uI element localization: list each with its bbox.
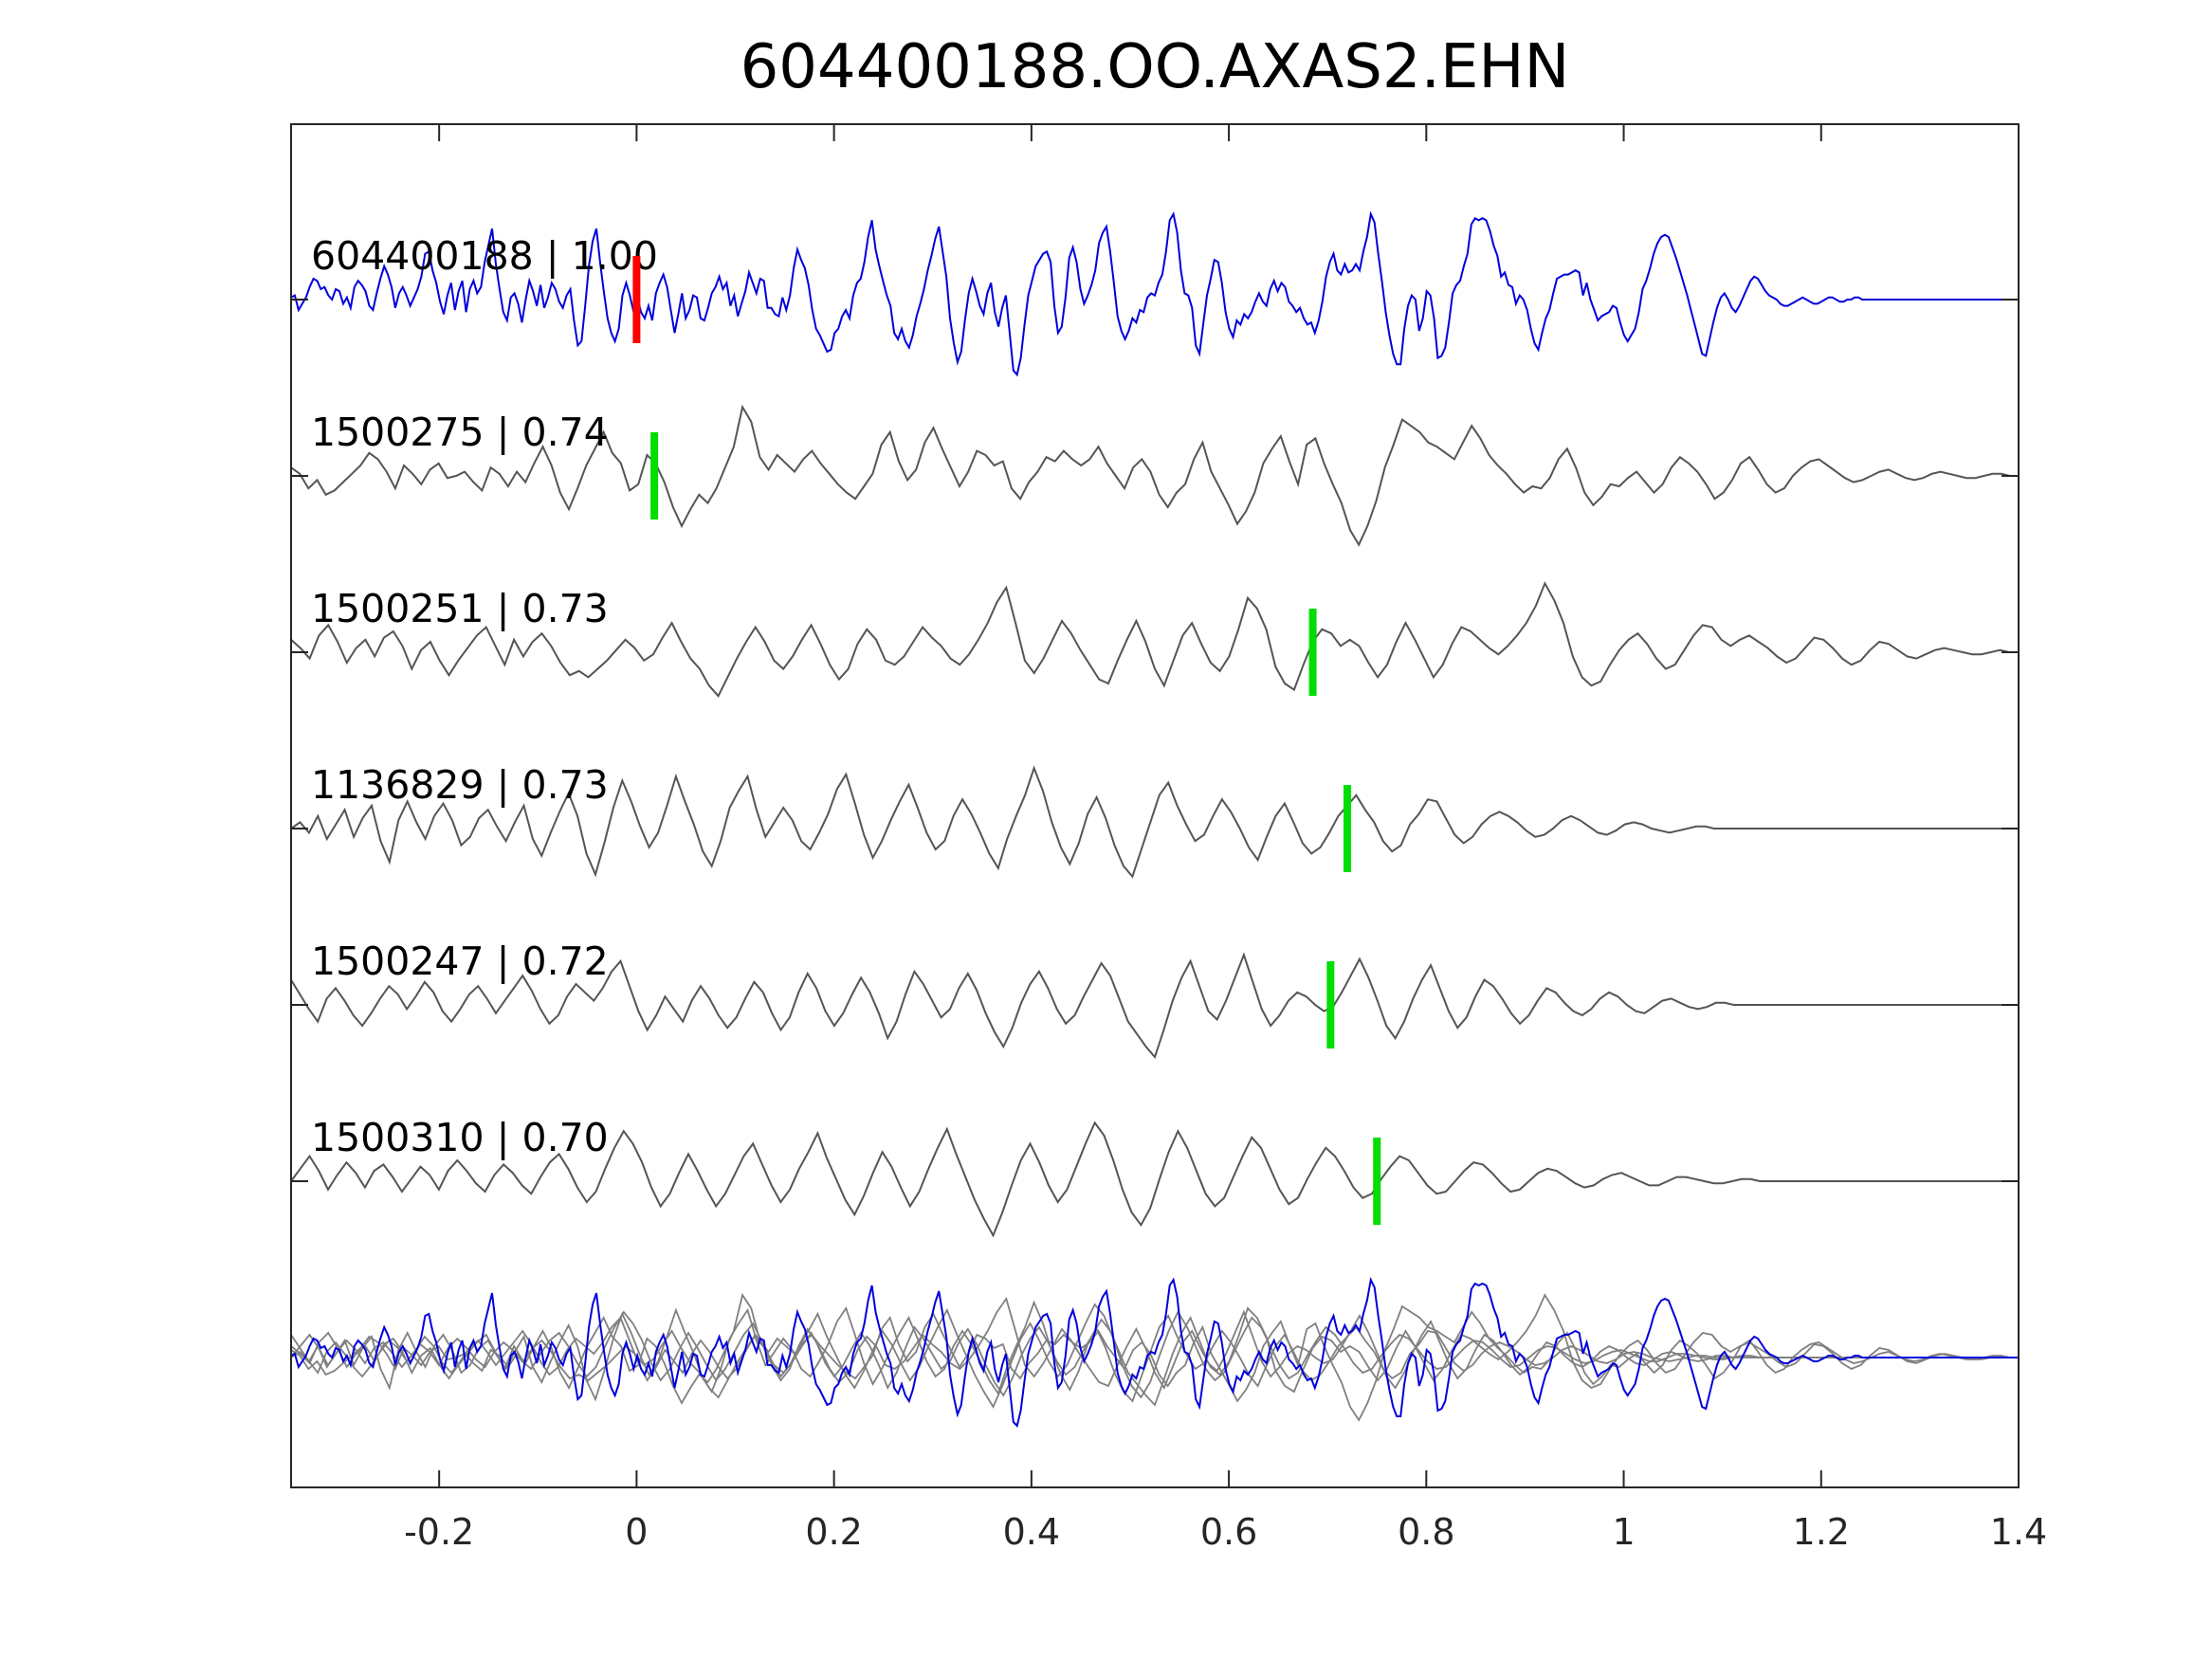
trace-1500247 bbox=[290, 952, 2019, 1060]
x-tick-label: -0.2 bbox=[404, 1511, 474, 1553]
x-tick-label: 0 bbox=[625, 1511, 648, 1553]
trace-labels-layer: 604400188 | 1.00 1500275 | 0.74 1500251 | … bbox=[311, 233, 658, 1160]
x-tick-label: 0.8 bbox=[1398, 1511, 1454, 1553]
traces-layer bbox=[290, 210, 2019, 1428]
master-trace-604400188 bbox=[290, 210, 2019, 377]
trace-label: 604400188 | 1.00 bbox=[311, 233, 658, 279]
plot-frame bbox=[290, 123, 2020, 1488]
x-tick-label: 1.2 bbox=[1793, 1511, 1850, 1553]
stack-trace-604400188 bbox=[290, 1276, 2019, 1428]
trace-label: 1500310 | 0.70 bbox=[311, 1115, 609, 1160]
trace-label: 1500251 | 0.73 bbox=[311, 586, 609, 631]
stack-trace-1500247 bbox=[290, 1309, 2019, 1407]
x-axis: -0.2 0 0.2 0.4 0.6 0.8 1 1.2 1.4 bbox=[291, 124, 2047, 1553]
chart-title: 604400188.OO.AXAS2.EHN bbox=[740, 32, 1570, 102]
trace-1136829 bbox=[290, 765, 2019, 879]
trace-1500275 bbox=[290, 404, 2019, 547]
trace-label: 1500247 | 0.72 bbox=[311, 939, 609, 984]
x-tick-label: 1 bbox=[1612, 1511, 1635, 1553]
trace-label: 1500275 | 0.74 bbox=[311, 410, 609, 455]
trace-1500251 bbox=[290, 581, 2019, 698]
x-tick-label: 0.2 bbox=[805, 1511, 862, 1553]
stack-trace-1500251 bbox=[290, 1293, 2019, 1399]
trace-1500310 bbox=[290, 1121, 2019, 1238]
stack-trace-1500310 bbox=[290, 1303, 2019, 1409]
x-tick-label: 1.4 bbox=[1990, 1511, 2047, 1553]
x-tick-label: 0.6 bbox=[1200, 1511, 1257, 1553]
picks-layer bbox=[632, 256, 1381, 1225]
x-tick-label: 0.4 bbox=[1003, 1511, 1060, 1553]
trace-label: 1136829 | 0.73 bbox=[311, 762, 609, 808]
